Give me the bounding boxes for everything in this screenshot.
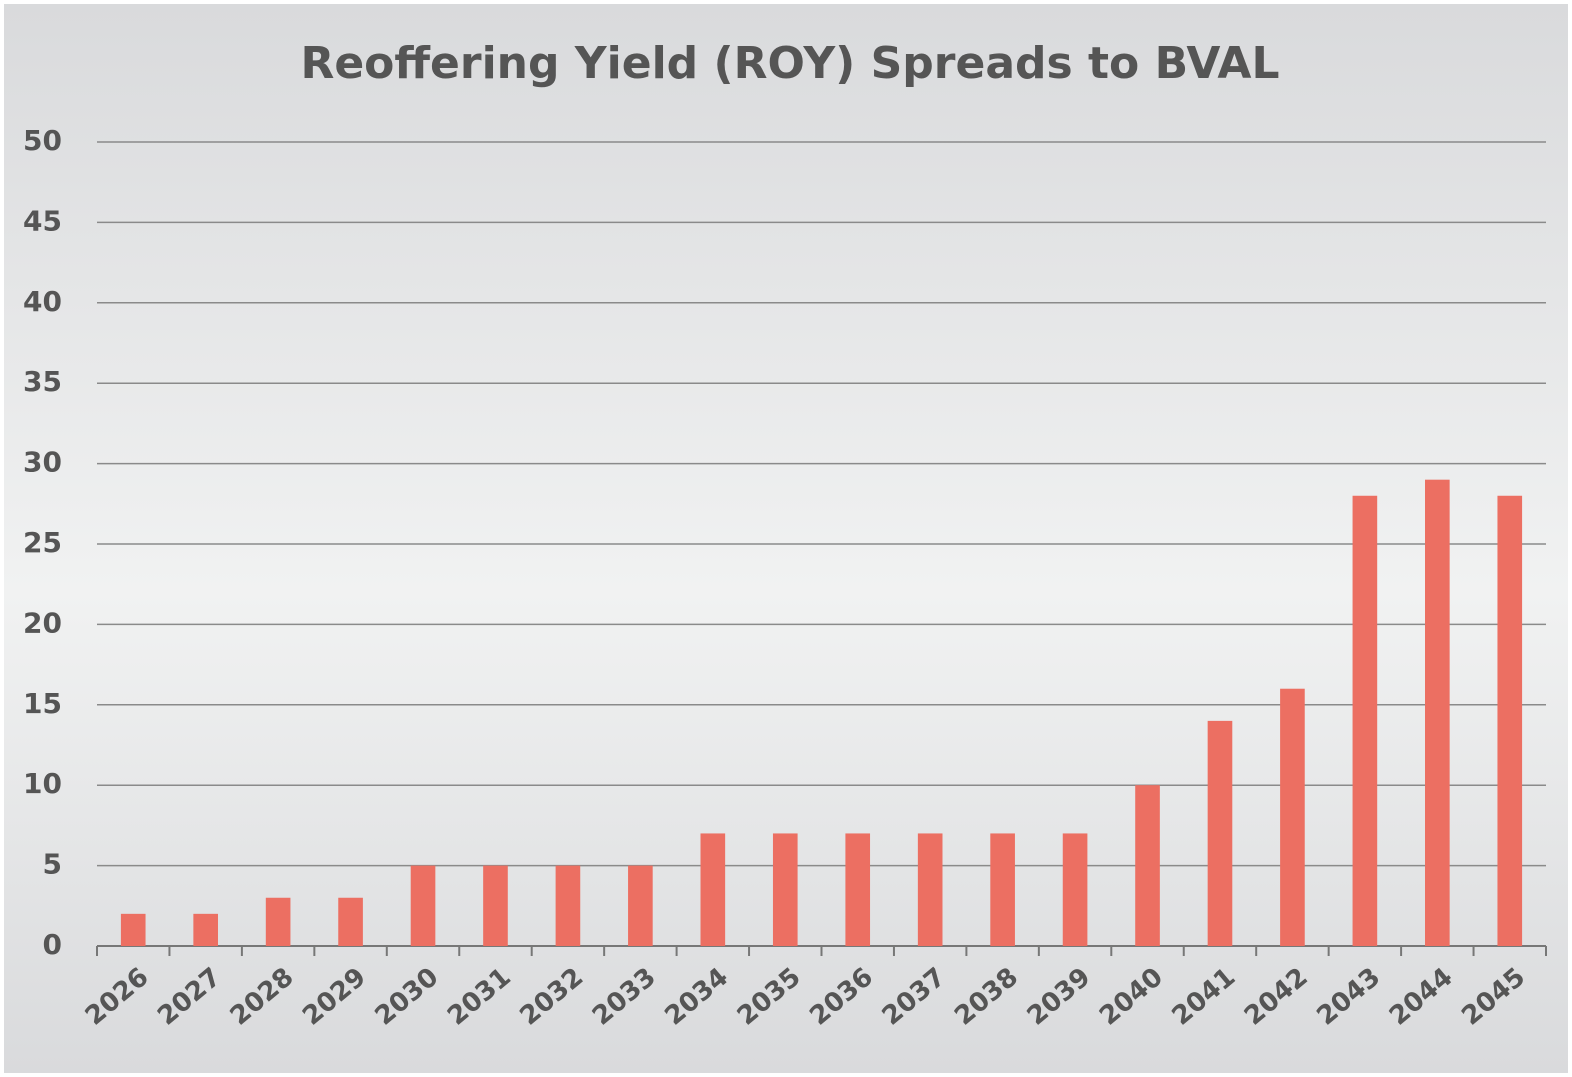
bar	[338, 897, 363, 946]
y-tick-label: 10	[23, 767, 62, 800]
bar	[845, 833, 871, 946]
bar	[265, 897, 291, 946]
bar	[1497, 495, 1523, 946]
y-tick-label: 0	[43, 928, 62, 961]
y-tick-label: 30	[23, 446, 62, 479]
bar	[990, 833, 1015, 946]
bar	[628, 865, 653, 946]
y-tick-label: 40	[23, 285, 62, 318]
bar	[193, 913, 218, 946]
y-tick-label: 15	[23, 687, 62, 720]
bar	[1352, 495, 1378, 946]
bar	[483, 865, 508, 946]
y-tick-label: 5	[43, 848, 62, 881]
y-tick-label: 25	[23, 526, 62, 559]
bar	[1207, 720, 1233, 946]
bar	[1280, 688, 1305, 946]
bar	[410, 865, 436, 946]
bar	[1135, 785, 1160, 946]
y-tick-label: 50	[23, 124, 62, 157]
chart-title: Reoffering Yield (ROY) Spreads to BVAL	[300, 38, 1279, 89]
bar	[555, 865, 581, 946]
y-tick-label: 35	[23, 365, 62, 398]
bar	[120, 913, 146, 946]
bar	[1425, 479, 1450, 946]
bar	[700, 833, 726, 946]
y-tick-label: 20	[23, 606, 62, 639]
bar	[917, 833, 943, 946]
bar	[772, 833, 798, 946]
y-tick-label: 45	[23, 204, 62, 237]
bar	[1062, 833, 1088, 946]
